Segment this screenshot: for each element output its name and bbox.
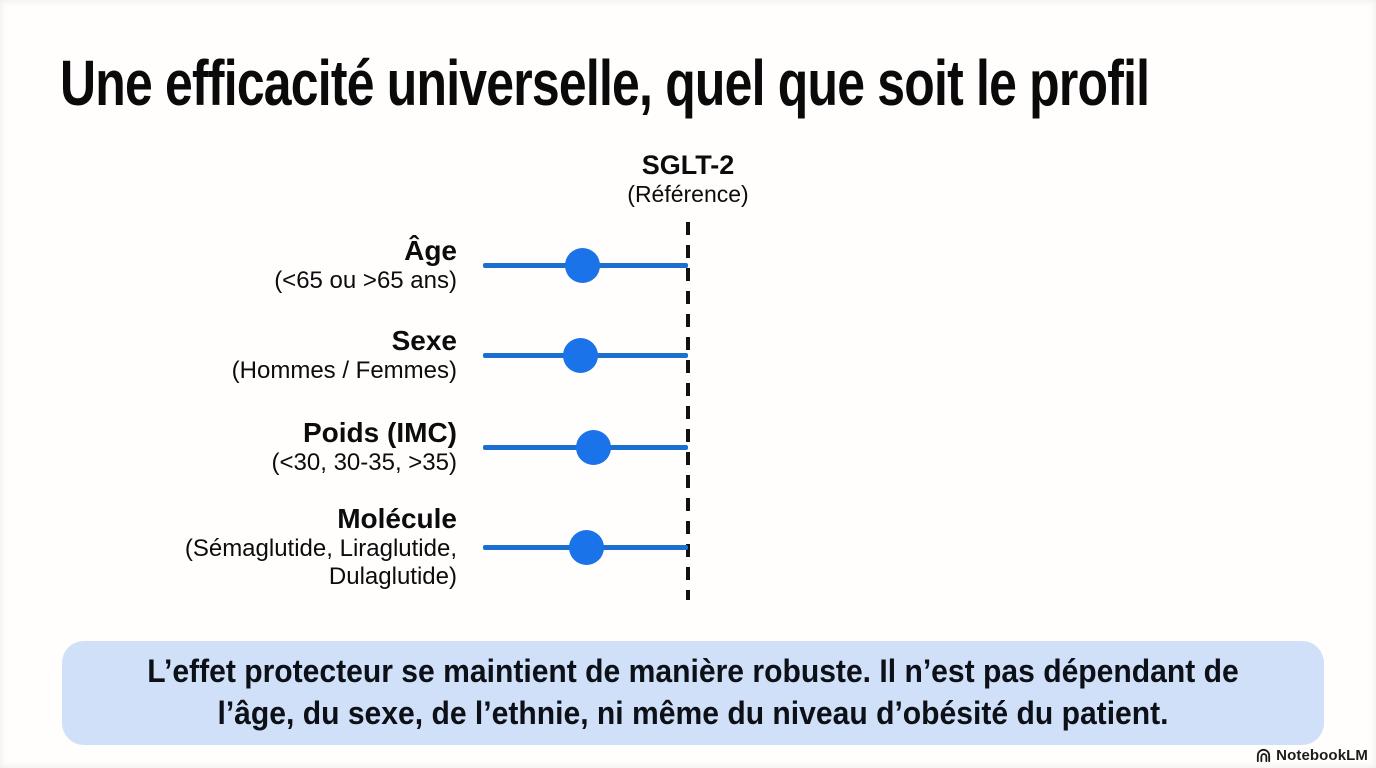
row-label-main: Poids (IMC) [303, 416, 457, 448]
row-label: Âge (<65 ou >65 ans) [90, 235, 457, 295]
reference-label: SGLT-2 [641, 150, 735, 180]
reference-sublabel: (Référence) [627, 181, 749, 208]
row-label-main: Sexe [391, 324, 457, 356]
reference-header: SGLT-2 (Référence) [627, 150, 748, 207]
row-point-estimate-dot [564, 247, 600, 283]
callout-text: L’effet protecteur se maintient de maniè… [147, 653, 1239, 731]
row-label-sub: (Sémaglutide, Liraglutide, Dulaglutide) [184, 535, 457, 591]
notebooklm-icon [1257, 748, 1271, 763]
row-label-main: Molécule [337, 503, 457, 535]
row-label-sub: (<65 ou >65 ans) [274, 267, 457, 295]
callout-box: L’effet protecteur se maintient de maniè… [62, 641, 1324, 745]
row-point-estimate-dot [569, 529, 605, 565]
row-point-estimate-dot [563, 337, 599, 373]
row-label-sub: (<30, 30-35, >35) [271, 449, 457, 477]
row-label: Poids (IMC) (<30, 30-35, >35) [90, 417, 457, 477]
row-label-sub: (Hommes / Femmes) [231, 357, 457, 385]
row-point-estimate-dot [575, 429, 611, 465]
reference-dashed-line [686, 222, 690, 600]
row-label: Molécule (Sémaglutide, Liraglutide, Dulag… [90, 503, 457, 591]
row-label: Sexe (Hommes / Femmes) [90, 325, 457, 385]
brand-footer: NotebookLM [1255, 747, 1368, 764]
slide-title: Une efficacité universelle, quel que soi… [60, 47, 1150, 119]
brand-label: NotebookLM [1276, 747, 1368, 764]
row-label-main: Âge [404, 234, 457, 266]
